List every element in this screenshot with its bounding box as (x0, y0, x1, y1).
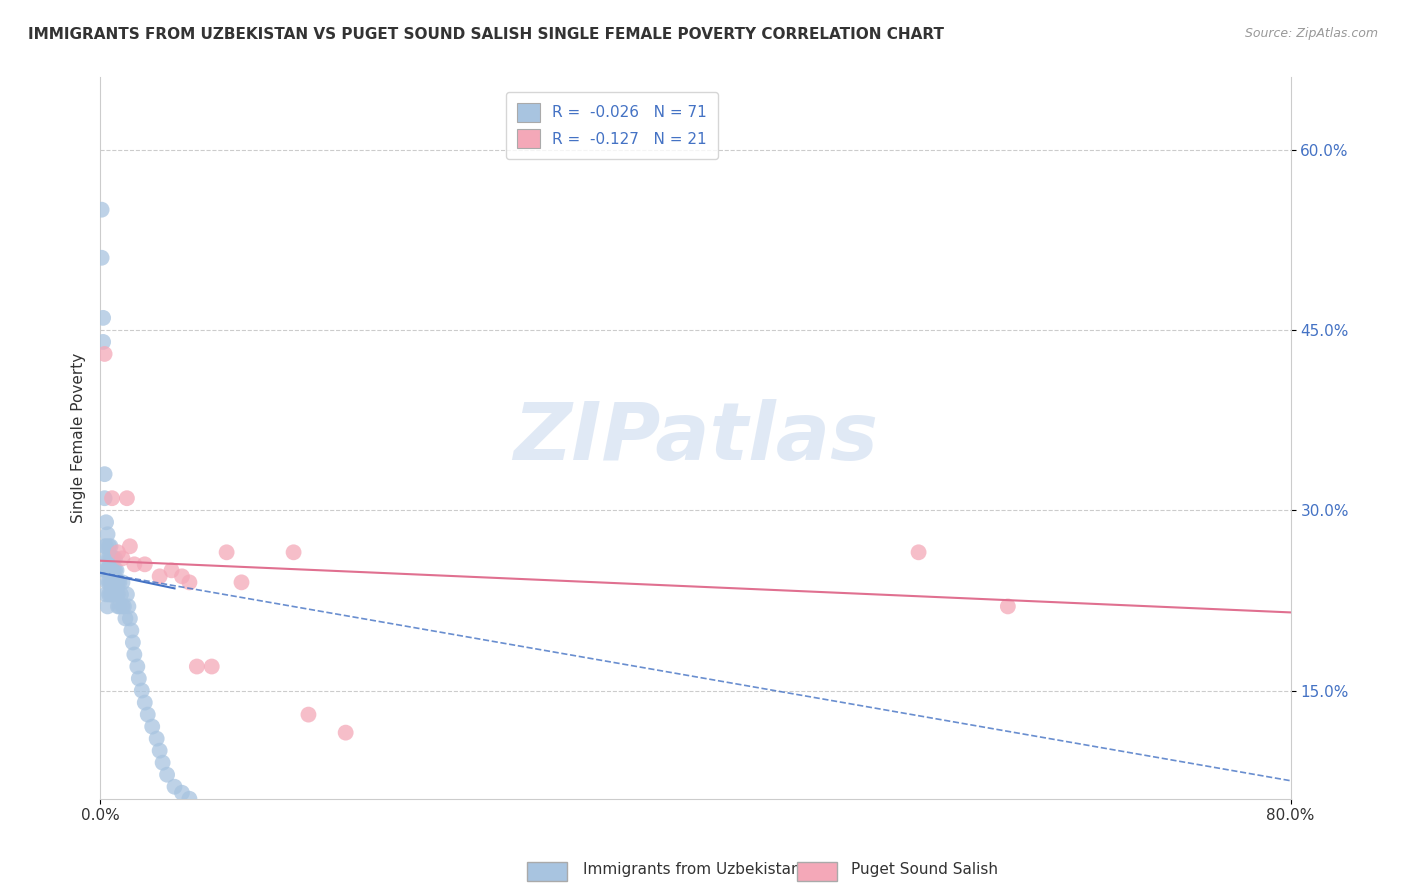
Point (107, 575, 129, 590)
Point (98, 563, 121, 577)
Point (128, 672, 150, 686)
Point (335, 725, 357, 739)
Point (120, 624, 142, 638)
Point (179, 791, 201, 805)
Text: Source: ZipAtlas.com: Source: ZipAtlas.com (1244, 27, 1378, 40)
Point (101, 563, 124, 577)
Point (145, 731, 167, 746)
Point (215, 545, 238, 559)
Point (124, 648, 146, 662)
Point (117, 599, 139, 614)
Point (283, 545, 305, 559)
Point (170, 569, 193, 583)
Legend: R =  -0.026   N = 71, R =  -0.127   N = 21: R = -0.026 N = 71, R = -0.127 N = 21 (506, 92, 717, 159)
Point (97, 551, 120, 566)
Point (97, 575, 120, 590)
Point (115, 587, 138, 601)
Point (160, 563, 183, 577)
Point (90, 202, 112, 217)
Point (149, 569, 172, 583)
Point (103, 551, 125, 566)
Point (101, 551, 124, 566)
Point (121, 635, 143, 649)
Point (179, 575, 201, 590)
Point (105, 587, 128, 601)
Point (93, 491, 115, 506)
Point (94, 587, 117, 601)
Point (100, 575, 122, 590)
Text: ZIPatlas: ZIPatlas (513, 399, 877, 477)
Point (107, 587, 129, 601)
Point (231, 575, 253, 590)
Point (104, 551, 127, 566)
Point (114, 611, 136, 625)
Point (118, 611, 141, 625)
Point (110, 587, 132, 601)
Point (104, 587, 127, 601)
Point (97, 527, 120, 541)
Point (104, 563, 127, 577)
Point (104, 575, 127, 590)
Point (91, 310, 114, 325)
Point (997, 599, 1019, 614)
Point (97, 563, 120, 577)
Text: Immigrants from Uzbekistan: Immigrants from Uzbekistan (583, 863, 801, 877)
Point (94, 563, 117, 577)
Point (101, 575, 124, 590)
Point (97, 599, 120, 614)
Point (105, 575, 128, 590)
Point (91, 334, 114, 349)
Y-axis label: Single Female Poverty: Single Female Poverty (72, 353, 86, 524)
Point (90, 251, 112, 265)
Point (124, 558, 146, 572)
Point (297, 707, 319, 722)
Point (93, 347, 115, 361)
Point (94, 539, 117, 553)
Point (93, 467, 115, 482)
Point (108, 599, 131, 614)
Point (112, 599, 135, 614)
Point (107, 545, 129, 559)
Point (127, 659, 149, 673)
Point (201, 659, 224, 673)
Text: IMMIGRANTS FROM UZBEKISTAN VS PUGET SOUND SALISH SINGLE FEMALE POVERTY CORRELATI: IMMIGRANTS FROM UZBEKISTAN VS PUGET SOUN… (28, 27, 943, 42)
Point (149, 744, 172, 758)
Point (100, 539, 122, 553)
Point (98, 575, 121, 590)
Point (98, 587, 121, 601)
Point (103, 575, 125, 590)
Point (100, 551, 122, 566)
Point (105, 563, 128, 577)
Point (93, 563, 115, 577)
Point (186, 659, 208, 673)
Point (101, 491, 124, 506)
Point (98, 551, 121, 566)
Point (152, 756, 174, 770)
Point (170, 786, 193, 800)
Point (103, 563, 125, 577)
Point (100, 587, 122, 601)
Point (134, 558, 156, 572)
Point (134, 696, 156, 710)
Point (141, 720, 163, 734)
Point (100, 563, 122, 577)
Point (101, 587, 124, 601)
Point (93, 539, 115, 553)
Point (907, 545, 929, 559)
Point (94, 515, 117, 529)
Point (103, 587, 125, 601)
Point (131, 683, 153, 698)
Point (136, 707, 159, 722)
Point (98, 539, 121, 553)
Point (156, 768, 179, 782)
Point (111, 575, 134, 590)
Text: Puget Sound Salish: Puget Sound Salish (851, 863, 998, 877)
Point (111, 551, 134, 566)
Point (111, 599, 134, 614)
Point (115, 491, 138, 506)
Point (108, 575, 131, 590)
Point (118, 539, 141, 553)
Point (107, 599, 129, 614)
Point (163, 780, 186, 794)
